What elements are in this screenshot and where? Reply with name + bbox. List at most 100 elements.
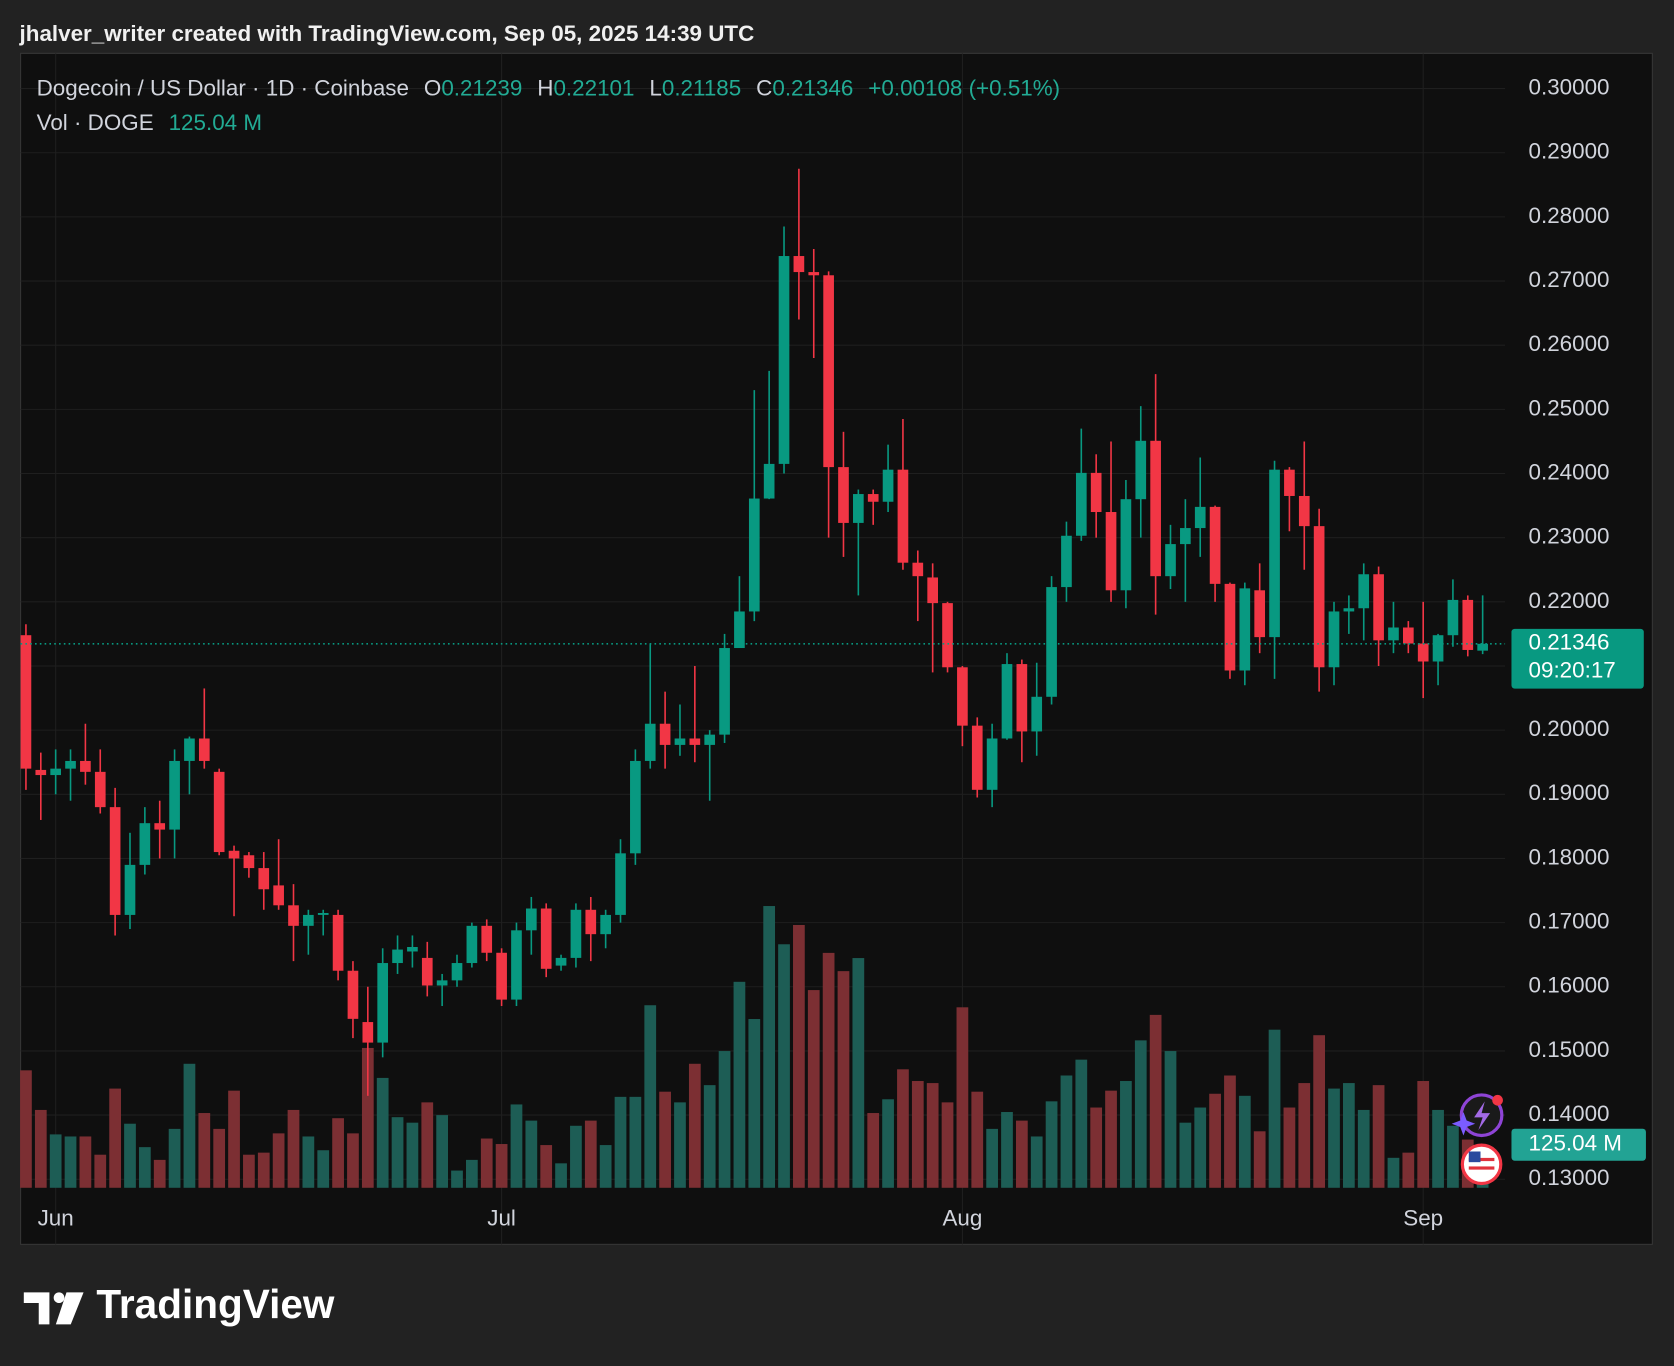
last-price-box bbox=[1511, 628, 1644, 689]
volume-bar bbox=[1268, 1029, 1281, 1188]
candle-body bbox=[184, 738, 195, 761]
volume-bar bbox=[763, 906, 776, 1188]
volume-bar bbox=[614, 1096, 627, 1188]
volume-bar bbox=[911, 1081, 924, 1188]
volume-bar bbox=[926, 1083, 939, 1188]
y-tick-label: 0.19000 bbox=[1529, 780, 1610, 805]
candle-body bbox=[407, 946, 418, 952]
candle-body bbox=[154, 823, 166, 830]
plot: Jun Jul Aug Sep 0.13000 0.14000 0.15000 0.16000… bbox=[20, 53, 1646, 1245]
volume-value: 125.04 M bbox=[169, 110, 262, 135]
sparkle bbox=[1451, 1112, 1476, 1136]
volume-bar bbox=[480, 1138, 493, 1188]
volume-bar bbox=[986, 1128, 998, 1188]
volume-bar bbox=[688, 1063, 701, 1188]
candle-body bbox=[1358, 574, 1370, 609]
ohlc-value: 0.22101 bbox=[553, 76, 634, 101]
candle-body bbox=[466, 925, 478, 964]
logo-dot bbox=[53, 1292, 65, 1304]
volume-bar bbox=[1224, 1075, 1236, 1188]
candle-body bbox=[436, 980, 448, 986]
volume-bar bbox=[793, 924, 805, 1188]
candle-body bbox=[35, 769, 47, 776]
volume-bar bbox=[1164, 1051, 1177, 1188]
volume-bar bbox=[168, 1128, 181, 1188]
ohlc-label: C bbox=[756, 76, 772, 101]
legend-line: Dogecoin / US Dollar · 1D · Coinbase O0.2… bbox=[37, 76, 1061, 101]
flag-stripe bbox=[1468, 1166, 1495, 1170]
volume-bar bbox=[510, 1104, 523, 1188]
volume-bar bbox=[138, 1147, 151, 1188]
candle-body bbox=[139, 823, 151, 865]
candle-body bbox=[986, 738, 998, 790]
ohlc-value: 0.21185 bbox=[662, 76, 741, 101]
volume-bar bbox=[882, 1099, 894, 1188]
candle-body bbox=[1284, 469, 1295, 496]
volume-bar bbox=[1328, 1088, 1340, 1188]
candle-body bbox=[1447, 599, 1459, 636]
candle-body bbox=[793, 256, 805, 273]
volume-bar bbox=[1298, 1083, 1311, 1188]
volume-bar bbox=[1045, 1101, 1058, 1188]
volume-bar bbox=[852, 958, 865, 1188]
candle-body bbox=[867, 494, 879, 502]
volume-bar bbox=[822, 952, 835, 1188]
volume-bar bbox=[153, 1159, 166, 1188]
volume-bar bbox=[1357, 1109, 1370, 1188]
volume-bar bbox=[599, 1145, 612, 1188]
candle-body bbox=[65, 760, 76, 769]
candle-body bbox=[273, 885, 284, 906]
badge bbox=[1492, 1094, 1503, 1106]
candle-body bbox=[288, 905, 299, 926]
volume-bar bbox=[495, 1144, 508, 1188]
volume-box bbox=[1511, 1128, 1646, 1161]
candle-body bbox=[1031, 696, 1043, 732]
candle-body bbox=[1417, 643, 1429, 662]
candle-body bbox=[1165, 544, 1176, 577]
countdown: 09:20:17 bbox=[1529, 657, 1616, 682]
volume-bar bbox=[718, 1051, 731, 1188]
volume-bar bbox=[525, 1120, 538, 1188]
candle-body bbox=[912, 562, 924, 577]
candle-body bbox=[689, 738, 701, 745]
candle-body bbox=[600, 914, 611, 935]
candle-body bbox=[674, 738, 686, 745]
volume-bar bbox=[629, 1096, 642, 1188]
volume-bar bbox=[1402, 1152, 1415, 1188]
candle-body bbox=[615, 853, 626, 915]
overlay-icons[interactable] bbox=[1451, 1093, 1504, 1186]
candle-body bbox=[228, 850, 240, 859]
volume-bar bbox=[183, 1063, 196, 1188]
y-tick-label: 0.24000 bbox=[1529, 459, 1610, 484]
volume-bar bbox=[49, 1134, 62, 1188]
candle-body bbox=[1180, 528, 1191, 545]
volume-bar bbox=[1134, 1040, 1147, 1188]
volume-bar bbox=[1090, 1107, 1103, 1188]
volume-bar bbox=[1209, 1093, 1221, 1188]
volume-bar bbox=[1253, 1131, 1266, 1188]
volume-bar bbox=[317, 1150, 330, 1188]
y-tick-label: 0.14000 bbox=[1529, 1101, 1610, 1126]
volume-bar bbox=[674, 1102, 686, 1188]
volume-bar bbox=[807, 990, 820, 1188]
y-tick-label: 0.29000 bbox=[1529, 139, 1610, 164]
candle-body bbox=[1046, 587, 1057, 697]
candle-body bbox=[525, 908, 537, 931]
candle-body bbox=[303, 914, 314, 926]
candle-body bbox=[555, 957, 567, 966]
lightning bbox=[1474, 1101, 1491, 1131]
y-tick-label: 0.26000 bbox=[1529, 331, 1610, 356]
candle-body bbox=[80, 760, 91, 772]
candle-body bbox=[659, 723, 671, 745]
candle-body bbox=[882, 469, 894, 502]
volume-bar bbox=[376, 1077, 389, 1188]
candle-body bbox=[1194, 506, 1206, 529]
volume-bar bbox=[971, 1091, 984, 1188]
flag-icon[interactable] bbox=[1460, 1143, 1503, 1186]
x-tick-label: Sep bbox=[1403, 1206, 1443, 1231]
volume-legend: Vol · DOGE 125.04 M bbox=[37, 110, 262, 135]
candle-body bbox=[1432, 635, 1444, 662]
volume-bar bbox=[1387, 1157, 1400, 1188]
candle-body bbox=[1254, 590, 1266, 638]
